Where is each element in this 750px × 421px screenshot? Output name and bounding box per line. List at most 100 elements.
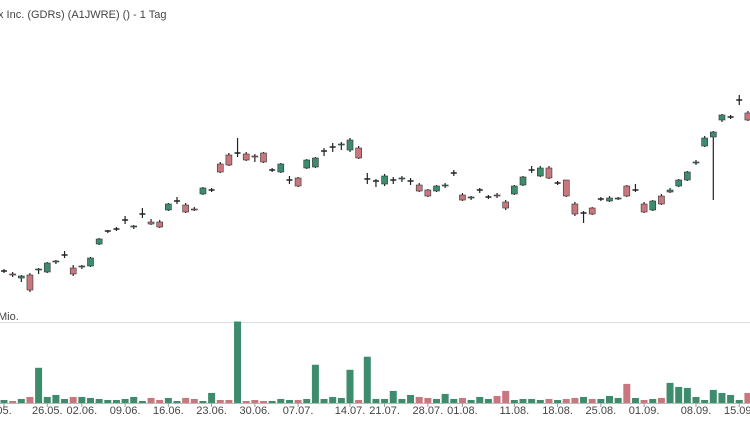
volume-bar	[407, 394, 415, 403]
candle-body	[519, 176, 527, 186]
candle-body	[43, 262, 51, 273]
volume-bar	[389, 390, 397, 403]
candle-body	[182, 204, 189, 213]
volume-bar	[104, 399, 112, 403]
candle-body	[225, 154, 233, 166]
volume-bar	[0, 399, 8, 403]
candle-body	[467, 196, 475, 199]
volume-bar	[623, 383, 631, 403]
volume-bar	[294, 399, 302, 403]
candle-body	[536, 167, 544, 177]
volume-bar	[311, 364, 319, 403]
candle-body	[251, 155, 259, 158]
x-tick-label: 01.08.	[447, 405, 478, 417]
candle-body	[588, 207, 596, 215]
volume-bar	[675, 386, 683, 403]
volume-bar	[164, 397, 172, 403]
volume-bar	[199, 400, 207, 403]
volume-bar	[441, 393, 449, 403]
volume-bar	[510, 399, 518, 403]
volume-bar	[649, 398, 657, 403]
volume-bar	[519, 398, 527, 403]
candle-body	[658, 195, 665, 205]
volume-bar	[692, 396, 700, 403]
volume-bar	[346, 369, 354, 403]
volume-bar	[225, 399, 233, 403]
candle-body	[26, 274, 34, 291]
volume-bar	[657, 397, 665, 403]
volume-bar	[216, 399, 224, 403]
x-tick-label: 02.06.	[67, 405, 98, 417]
candle-body	[493, 194, 501, 197]
volume-bar	[52, 394, 60, 403]
candle-body	[242, 153, 250, 161]
volume-bar	[502, 390, 510, 403]
candle-body	[692, 161, 700, 164]
candle-body	[277, 163, 285, 173]
candle-body	[9, 273, 16, 276]
candle-body	[338, 143, 345, 146]
volume-bar	[631, 397, 639, 403]
volume-bar	[381, 398, 389, 403]
volume-bar	[43, 396, 51, 403]
candle-body	[433, 185, 440, 192]
volume-bar	[372, 398, 380, 403]
candle-body	[95, 238, 103, 245]
candle-body	[216, 163, 224, 173]
volume-bar	[156, 399, 164, 403]
volume-bar	[398, 398, 406, 403]
volume-bar	[363, 356, 371, 403]
candle-body	[709, 131, 717, 138]
volume-bar	[78, 396, 86, 403]
candle-body	[614, 197, 622, 200]
volume-bar	[545, 398, 553, 403]
candle-body	[623, 185, 631, 197]
volume-bar	[640, 399, 648, 403]
x-tick-label: 07.07.	[283, 405, 314, 417]
candle-body	[684, 171, 691, 181]
volume-bar	[17, 398, 25, 403]
candle-body	[424, 189, 432, 197]
volume-bar	[355, 399, 363, 403]
volume-bar	[337, 397, 345, 403]
x-tick-label: 11.08.	[499, 405, 529, 417]
volume-axis-label: Mio.	[0, 311, 19, 323]
volume-bar	[580, 396, 588, 403]
volume-bar	[476, 396, 484, 403]
volume-bar	[709, 389, 717, 403]
volume-bar	[303, 398, 311, 403]
candle-body	[649, 200, 657, 211]
volume-bar	[320, 398, 328, 403]
x-tick-label: 28.07.	[413, 405, 444, 417]
candle-body	[562, 179, 570, 197]
volume-bar	[606, 395, 613, 403]
candle-body	[545, 167, 553, 179]
candle-body	[459, 194, 466, 201]
candle-body	[35, 268, 42, 271]
volume-bar	[562, 398, 570, 403]
x-tick-label: 15.09.	[724, 405, 750, 417]
x-tick-label: 25.08.	[586, 405, 617, 417]
x-tick-label: 18.08.	[542, 405, 573, 417]
candle-body	[571, 203, 579, 215]
volume-bar	[277, 398, 285, 403]
candle-body	[87, 257, 94, 267]
candle-body	[701, 137, 708, 147]
candle-body	[511, 185, 518, 195]
volume-bar	[727, 394, 735, 403]
volume-bar	[268, 400, 276, 403]
candle-body	[199, 187, 207, 195]
volume-bar	[588, 398, 596, 403]
volume-bar	[701, 399, 709, 403]
candle-body	[17, 275, 25, 279]
candle-body	[355, 147, 362, 159]
volume-bar	[9, 400, 17, 403]
volume-bar	[536, 399, 544, 403]
volume-bar	[35, 367, 43, 403]
x-tick-label: 05.	[0, 405, 12, 417]
volume-bar	[242, 400, 250, 403]
x-tick-label: 26.05.	[32, 405, 63, 417]
volume-bar	[147, 397, 155, 403]
candle-body	[69, 267, 77, 275]
